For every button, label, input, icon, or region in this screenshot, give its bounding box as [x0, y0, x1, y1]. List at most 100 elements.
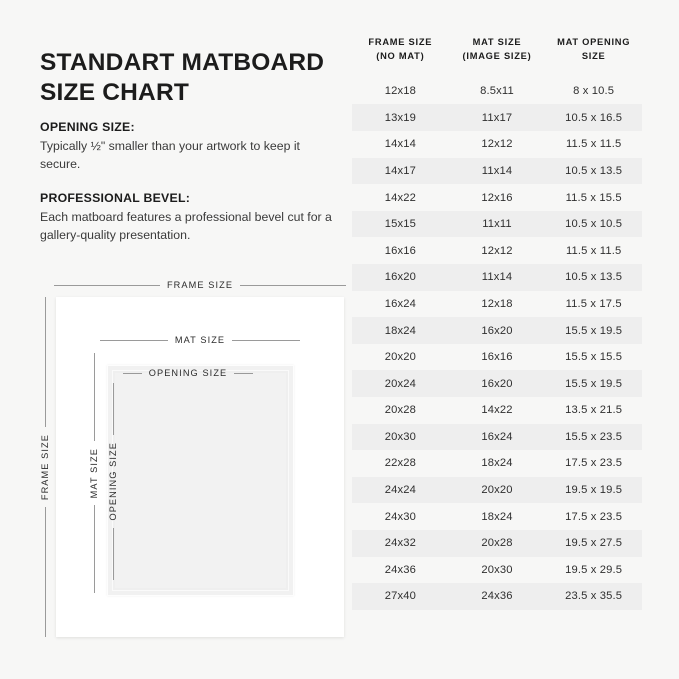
matboard-diagram: FRAME SIZE MAT SIZE OPENING SIZE FRAME S… [18, 280, 347, 652]
note-opening-size-body: Typically ½" smaller than your artwork t… [40, 139, 300, 172]
table-cell: 20x28 [481, 537, 513, 550]
table-row: 12x18 8.5x11 8 x 10.5 [352, 78, 642, 105]
table-cell: 11.5 x 15.5 [565, 191, 622, 204]
table-cell: 23.5 x 35.5 [565, 590, 623, 603]
table-cell: 19.5 x 19.5 [565, 484, 623, 497]
table-column-header-line: (NO MAT) [376, 50, 425, 61]
table-cell: 15x15 [384, 218, 416, 231]
diagram-opening-size-label-vertical: OPENING SIZE [108, 442, 118, 521]
table-cell: 12x12 [481, 138, 513, 151]
table-cell: 16x20 [481, 377, 513, 390]
table-row: 27x40 24x36 23.5 x 35.5 [352, 583, 642, 610]
table-cell: 27x40 [384, 590, 416, 603]
table-cell: 12x18 [481, 297, 513, 310]
table-cell: 15.5 x 19.5 [565, 377, 623, 390]
table-row: 16x24 12x18 11.5 x 17.5 [352, 291, 642, 318]
table-row: 24x30 18x24 17.5 x 23.5 [352, 503, 642, 530]
table-cell: 16x16 [384, 244, 416, 257]
table-cell: 10.5 x 13.5 [565, 164, 623, 177]
table-cell: 13.5 x 21.5 [565, 404, 623, 417]
measure-rule [240, 285, 347, 287]
table-cell: 10.5 x 16.5 [565, 111, 623, 124]
note-opening-size-heading: OPENING SIZE: [40, 120, 135, 134]
table-cell: 16x24 [481, 430, 513, 443]
table-cell: 15.5 x 23.5 [565, 430, 623, 443]
diagram-opening-size-label: OPENING SIZE [148, 368, 228, 378]
table-column-header-line: FRAME SIZE [368, 37, 433, 47]
table-column-header: MAT OPENING SIZE [545, 36, 642, 64]
table-cell: 11.5 x 11.5 [566, 138, 622, 151]
measure-rule [45, 297, 47, 427]
table-cell: 14x22 [481, 404, 513, 417]
diagram-opening-size-measure-vertical: OPENING SIZE [108, 383, 120, 581]
table-cell: 11.5 x 11.5 [566, 244, 622, 257]
table-cell: 17.5 x 23.5 [565, 510, 623, 523]
diagram-frame-size-measure-horizontal: FRAME SIZE [54, 280, 347, 292]
table-row: 24x32 20x28 19.5 x 27.5 [352, 529, 642, 557]
table-cell: 14x22 [384, 191, 416, 204]
table-cell: 18x24 [481, 457, 513, 470]
table-cell: 22x28 [384, 457, 416, 470]
table-cell: 24x32 [384, 537, 416, 550]
note-professional-bevel-body: Each matboard features a professional be… [40, 210, 332, 243]
measure-rule [232, 340, 301, 342]
measure-rule [94, 505, 96, 594]
table-cell: 18x24 [481, 510, 513, 523]
table-cell: 24x24 [384, 484, 416, 497]
table-cell: 17.5 x 23.5 [565, 457, 623, 470]
table-row: 22x28 18x24 17.5 x 23.5 [352, 450, 642, 477]
table-cell: 8 x 10.5 [573, 85, 615, 98]
diagram-opening-size-measure-horizontal: OPENING SIZE [123, 368, 254, 380]
table-column-header-line: MAT SIZE [472, 37, 522, 47]
note-opening-size: OPENING SIZE: Typically ½" smaller than … [40, 120, 340, 173]
table-cell: 14x14 [384, 138, 416, 151]
diagram-opening-rect [115, 373, 286, 588]
diagram-frame-size-label: FRAME SIZE [166, 280, 234, 290]
table-cell: 20x30 [384, 430, 416, 443]
table-cell: 19.5 x 29.5 [565, 563, 623, 576]
table-column-header-line: MAT OPENING [557, 37, 631, 47]
table-cell: 11x17 [481, 111, 513, 124]
table-cell: 20x30 [481, 563, 513, 576]
diagram-mat-size-label-vertical: MAT SIZE [89, 447, 99, 499]
table-column-header: FRAME SIZE (NO MAT) [352, 36, 449, 64]
table-cell: 10.5 x 13.5 [565, 271, 623, 284]
table-row: 15x15 11x11 10.5 x 10.5 [352, 210, 642, 238]
size-chart-table: FRAME SIZE (NO MAT) MAT SIZE (IMAGE SIZE) MA… [352, 30, 642, 610]
table-cell: 24x30 [384, 510, 416, 523]
measure-rule [234, 373, 254, 375]
page-title: STANDART MATBOARD SIZE CHART [40, 49, 325, 107]
measure-rule [113, 527, 115, 581]
table-cell: 12x18 [384, 85, 416, 98]
measure-rule [113, 383, 115, 436]
table-cell: 11.5 x 17.5 [565, 297, 622, 310]
table-row: 24x24 20x20 19.5 x 19.5 [352, 476, 642, 504]
note-professional-bevel: PROFESSIONAL BEVEL: Each matboard featur… [40, 191, 340, 244]
diagram-mat-size-measure-horizontal: MAT SIZE [100, 335, 301, 347]
diagram-mat-size-label: MAT SIZE [174, 335, 226, 345]
table-cell: 16x20 [481, 324, 513, 337]
diagram-mat-size-measure-vertical: MAT SIZE [89, 353, 101, 594]
table-cell: 24x36 [481, 590, 513, 603]
table-row: 20x20 16x16 15.5 x 15.5 [352, 344, 642, 371]
table-cell: 11x14 [481, 164, 513, 177]
diagram-frame-size-measure-vertical: FRAME SIZE [40, 297, 52, 638]
table-cell: 20x28 [384, 404, 416, 417]
table-row: 16x16 12x12 11.5 x 11.5 [352, 237, 642, 264]
table-cell: 8.5x11 [480, 85, 514, 98]
table-cell: 15.5 x 15.5 [565, 351, 623, 364]
table-cell: 20x20 [481, 484, 513, 497]
measure-rule [100, 340, 168, 342]
table-cell: 12x12 [481, 244, 513, 257]
table-cell: 19.5 x 27.5 [565, 537, 623, 550]
table-cell: 11x14 [481, 271, 513, 284]
table-row: 20x30 16x24 15.5 x 23.5 [352, 423, 642, 451]
table-row: 20x24 16x20 15.5 x 19.5 [352, 370, 642, 397]
table-cell: 13x19 [384, 111, 416, 124]
table-cell: 11x11 [482, 218, 512, 231]
table-cell: 16x24 [384, 297, 416, 310]
table-cell: 18x24 [384, 324, 416, 337]
table-cell: 14x17 [384, 164, 416, 177]
measure-rule [94, 353, 96, 441]
table-cell: 20x24 [384, 377, 416, 390]
